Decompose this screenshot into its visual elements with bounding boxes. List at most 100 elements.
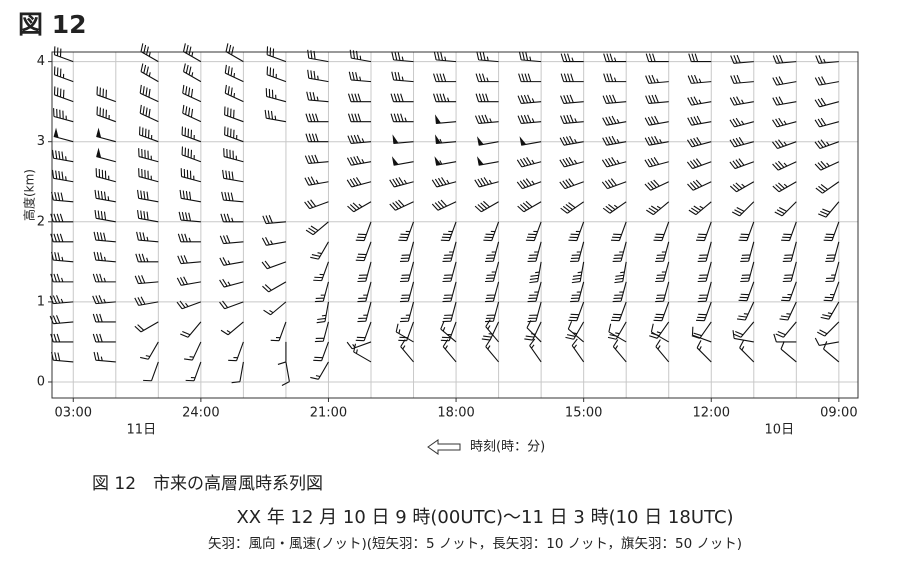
y-tick-label: 1 bbox=[37, 294, 45, 309]
barb-shaft bbox=[222, 169, 244, 183]
barb-shaft bbox=[825, 261, 840, 283]
wind-barb bbox=[481, 321, 500, 341]
wind-barb bbox=[474, 177, 499, 188]
barb-shaft bbox=[353, 343, 372, 363]
barb-shaft bbox=[177, 255, 201, 265]
wind-barb bbox=[560, 53, 584, 63]
wind-barb bbox=[304, 199, 329, 210]
barb-shaft bbox=[565, 321, 585, 340]
barb-shaft bbox=[50, 333, 74, 343]
barb-shaft bbox=[440, 221, 457, 242]
wind-barb bbox=[50, 213, 74, 223]
barb-shaft bbox=[772, 117, 797, 128]
date-label: 10日 bbox=[765, 423, 795, 438]
barb-shaft bbox=[393, 161, 414, 166]
barb-shaft bbox=[602, 135, 627, 146]
barb-shaft bbox=[347, 201, 372, 213]
barb-shaft bbox=[475, 73, 499, 83]
barb-shaft bbox=[224, 84, 244, 103]
barb-shaft bbox=[313, 261, 329, 282]
wind-barb bbox=[474, 114, 499, 124]
wind-barb bbox=[644, 115, 669, 126]
barb-shaft bbox=[524, 321, 542, 341]
barb-shaft bbox=[485, 281, 500, 303]
wind-barb bbox=[357, 261, 372, 283]
barb-shaft bbox=[389, 199, 414, 211]
wind-barb bbox=[50, 273, 74, 283]
wind-barb bbox=[51, 169, 74, 183]
wind-barb bbox=[353, 343, 372, 363]
barb-shaft bbox=[180, 168, 202, 183]
wind-barb bbox=[560, 73, 584, 83]
barb-shaft bbox=[135, 253, 159, 263]
barb-shaft bbox=[772, 139, 797, 150]
barb-shaft bbox=[442, 301, 457, 323]
wind-barb bbox=[485, 281, 500, 303]
barb-shaft bbox=[138, 168, 159, 183]
wind-barb bbox=[823, 221, 840, 242]
barb-shaft bbox=[730, 74, 754, 84]
barb-shaft bbox=[603, 73, 627, 83]
wind-barb bbox=[305, 221, 329, 236]
wind-barb bbox=[305, 113, 329, 123]
y-axis-label: 高度(km) bbox=[22, 169, 37, 221]
wind-barb bbox=[516, 157, 542, 168]
wind-barb bbox=[431, 177, 457, 188]
wind-barb bbox=[92, 273, 116, 283]
wind-barb bbox=[391, 51, 414, 63]
wind-barb bbox=[730, 54, 754, 64]
barb-shaft bbox=[653, 301, 670, 322]
wind-barb bbox=[270, 321, 287, 342]
wind-barb bbox=[265, 88, 287, 103]
wind-barb bbox=[224, 64, 244, 83]
barb-shaft bbox=[476, 51, 499, 63]
wind-barb bbox=[610, 221, 627, 242]
wind-barb bbox=[180, 168, 202, 183]
wind-barb bbox=[825, 241, 840, 263]
wind-barb bbox=[442, 261, 457, 283]
wind-barb bbox=[347, 201, 372, 213]
wind-barb bbox=[442, 281, 457, 303]
barb-shaft bbox=[485, 301, 500, 323]
y-tick-label: 4 bbox=[37, 54, 45, 69]
barb-shaft bbox=[305, 133, 329, 143]
barb-shaft bbox=[517, 200, 542, 213]
x-axis-label: 時刻(時：分) bbox=[470, 440, 545, 455]
wind-barb bbox=[349, 49, 372, 63]
barb-shaft bbox=[219, 278, 244, 288]
wind-barb bbox=[389, 177, 414, 188]
wind-barb bbox=[310, 241, 329, 260]
barb-shaft bbox=[316, 301, 330, 324]
wind-barb bbox=[781, 281, 797, 302]
wind-barb bbox=[182, 84, 202, 103]
barb-shaft bbox=[49, 295, 74, 305]
barb-shaft bbox=[655, 339, 670, 363]
barb-shaft bbox=[687, 115, 712, 126]
barb-shaft bbox=[270, 321, 287, 342]
barb-shaft bbox=[314, 321, 329, 343]
wind-barb bbox=[477, 156, 499, 166]
wind-barb bbox=[50, 233, 74, 243]
barb-shaft bbox=[814, 117, 840, 128]
barb-shaft bbox=[560, 73, 584, 83]
barb-shaft bbox=[185, 361, 202, 382]
wind-barb bbox=[433, 93, 457, 103]
barb-shaft bbox=[568, 221, 585, 242]
wind-barb bbox=[476, 51, 499, 63]
barb-shaft bbox=[220, 321, 244, 336]
barb-shaft bbox=[602, 201, 627, 214]
barb-shaft bbox=[92, 295, 116, 305]
barb-shaft bbox=[481, 321, 500, 341]
barb-shaft bbox=[773, 333, 797, 343]
wind-barb bbox=[223, 148, 244, 163]
wind-barb bbox=[565, 321, 585, 340]
wind-barb bbox=[185, 361, 202, 382]
barb-shaft bbox=[612, 339, 627, 363]
barb-shaft bbox=[814, 76, 839, 86]
wind-barb bbox=[355, 321, 372, 342]
barb-shaft bbox=[645, 53, 669, 63]
wind-barb bbox=[571, 261, 585, 284]
barb-shaft bbox=[50, 273, 74, 283]
barb-shaft bbox=[781, 281, 797, 302]
wind-barb bbox=[485, 319, 500, 343]
